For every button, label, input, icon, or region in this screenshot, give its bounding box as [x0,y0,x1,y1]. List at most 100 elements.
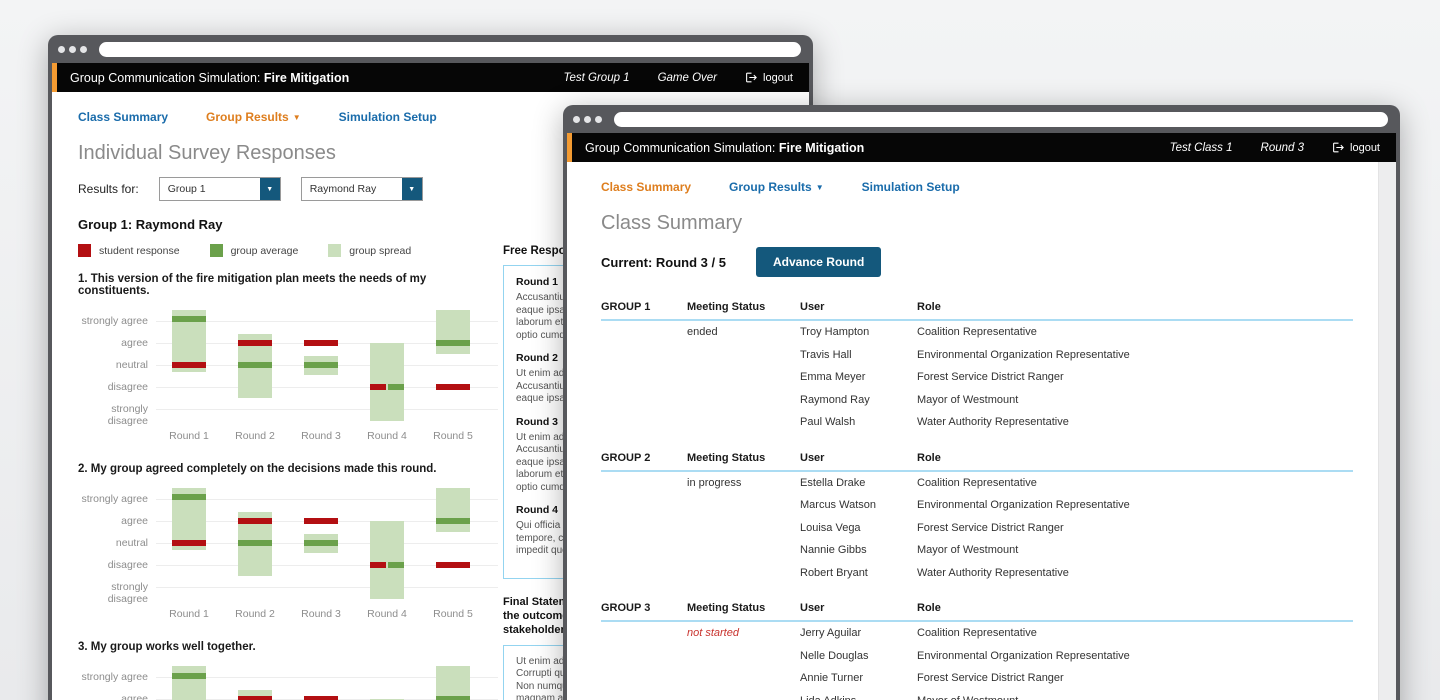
logout-label: logout [763,71,793,84]
logout-icon [1333,142,1344,153]
app-title-prefix: Group Communication Simulation: [585,140,776,155]
context-label: Test Class 1 [1169,141,1233,154]
user-cell: Louisa Vega [800,521,861,534]
group-name-header: GROUP 1 [601,301,651,313]
scrollbar-track[interactable] [1378,162,1396,700]
group-select[interactable]: Group 1 ▼ [158,177,281,201]
user-cell: Nelle Douglas [800,649,869,662]
app-title-prefix: Group Communication Simulation: [70,70,261,85]
url-bar[interactable] [614,111,1388,127]
user-cell: Annie Turner [800,672,863,685]
legend-label: group average [230,244,299,257]
x-axis-label: Round 5 [433,430,473,442]
y-axis-label: agree [121,515,148,527]
y-axis-label: strongly agree [81,671,148,683]
tab-group-results[interactable]: Group Results ▼ [206,110,301,124]
y-axis-label: strongly agree [81,315,148,327]
x-axis-label: Round 1 [169,430,209,442]
group-section-group-3: GROUP 3 Meeting Status User Role not started… [601,596,1353,700]
question-title: 3. My group works well together. [78,641,256,653]
role-cell: Coalition Representative [917,476,1037,489]
app-title: Group Communication Simulation: Fire Mit… [585,141,864,155]
tab-class-summary[interactable]: Class Summary [78,110,169,124]
table-row: Annie Turner Forest Service District Rang… [601,667,1353,690]
y-axis-label: disagree [107,381,148,393]
logout-button[interactable]: logout [1332,141,1380,154]
gridline [156,321,498,322]
group-average-marker [238,362,272,368]
tab-simulation-setup[interactable]: Simulation Setup [861,180,960,194]
survey-chart: strongly agree agree neutral disagree strong… [78,487,498,623]
advance-round-button[interactable]: Advance Round [755,247,882,277]
logout-label: logout [1350,141,1380,154]
y-axis-label: strongly disagree [107,581,148,605]
user-header: User [800,301,825,313]
group-average-marker [172,673,206,679]
role-cell: Coalition Representative [917,326,1037,339]
user-cell: Jerry Aguilar [800,627,862,640]
group-average-marker [436,696,470,700]
survey-charts: 1. This version of the fire mitigation p… [78,273,783,700]
meeting-status-cell: ended [687,326,718,339]
role-cell: Forest Service District Ranger [917,521,1064,534]
student-response-marker [172,540,206,546]
group-average-marker [172,316,206,322]
table-row: Travis Hall Environmental Organization Re… [601,344,1353,367]
student-response-marker [304,696,338,700]
group-spread-bar [370,343,404,421]
x-axis-label: Round 4 [367,608,407,620]
user-cell: Paul Walsh [800,416,856,429]
group-average-marker [388,562,404,568]
chevron-down-icon: ▼ [259,178,280,200]
role-header: Role [917,301,941,313]
group-section-group-2: GROUP 2 Meeting Status User Role in progress… [601,446,1353,585]
student-response-marker [370,384,386,390]
logout-button[interactable]: logout [745,71,793,84]
legend-item-student-response: student response [78,244,180,257]
gridline [156,387,498,388]
round-control-row: Current: Round 3 / 5 Advance Round [601,247,1362,277]
window-control-dots[interactable] [573,115,602,123]
group-name-header: GROUP 3 [601,602,651,614]
y-axis-label: strongly agree [81,493,148,505]
gridline [156,499,498,500]
game-state-label: Game Over [657,71,718,84]
student-select[interactable]: Raymond Ray ▼ [300,177,423,201]
main-nav-right: Class Summary Group Results ▼ Simulation Se… [601,162,1362,202]
user-cell: Lida Adkins [800,695,917,700]
tab-group-results[interactable]: Group Results ▼ [729,180,824,194]
y-axis-label: agree [121,693,148,700]
group-table-header: GROUP 3 Meeting Status User Role [601,596,1353,622]
user-cell: Marcus Watson [800,499,877,512]
meeting-status-header: Meeting Status [687,301,766,313]
user-cell: Nannie Gibbs [800,544,867,557]
results-filter-row: Results for: Group 1 ▼ Raymond Ray ▼ [78,177,783,201]
role-cell: Environmental Organization Representativ… [917,649,1130,662]
header-meta: Test Group 1 Game Over logout [564,71,793,84]
legend-label: student response [99,244,180,257]
x-axis-label: Round 1 [169,608,209,620]
app-header: Group Communication Simulation: Fire Mit… [567,133,1396,162]
window-body: Group Communication Simulation: Fire Mit… [563,133,1400,700]
free-response-round-label: Round 4 [516,504,558,516]
table-row: Marcus Watson Environmental Organization … [601,494,1353,517]
user-cell: Troy Hampton [800,326,870,339]
url-bar[interactable] [99,41,801,57]
y-axis-label: agree [121,337,148,349]
tab-simulation-setup[interactable]: Simulation Setup [338,110,437,124]
role-cell: Environmental Organization Representativ… [917,499,1130,512]
role-cell: Water Authority Representative [917,416,1069,429]
group-average-marker [238,540,272,546]
question-title: 1. This version of the fire mitigation p… [78,273,427,297]
logout-icon [746,72,757,83]
role-header: Role [917,451,941,464]
header-accent-bar [567,133,572,162]
page-title: Class Summary [601,212,743,234]
gridline [156,677,498,678]
y-axis-label: disagree [107,559,148,571]
tab-class-summary[interactable]: Class Summary [601,180,692,194]
window-control-dots[interactable] [58,45,87,53]
user-cell: Robert Bryant [800,566,868,579]
question-title: 2. My group agreed completely on the dec… [78,463,437,475]
